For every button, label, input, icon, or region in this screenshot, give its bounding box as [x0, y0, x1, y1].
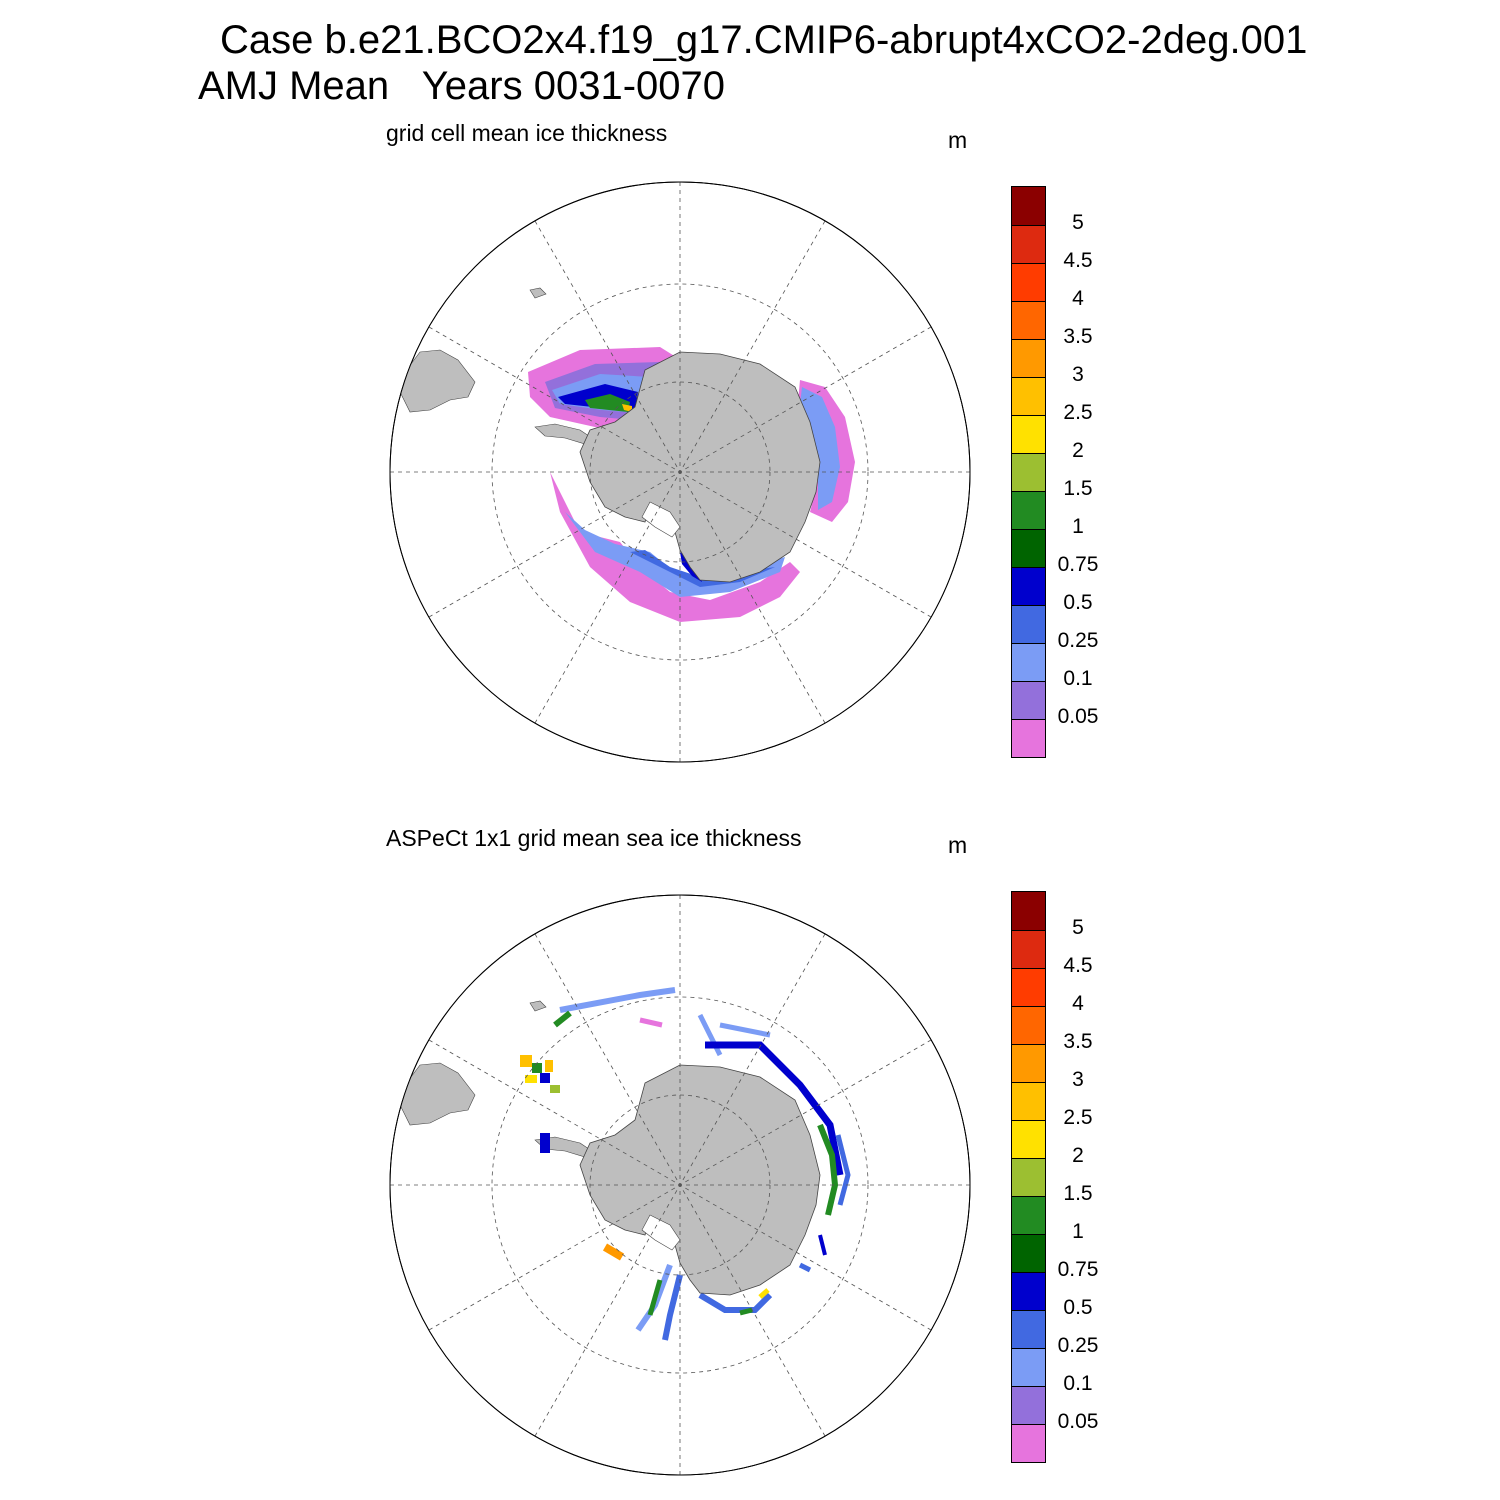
colorbar-swatch: [1012, 1196, 1045, 1234]
colorbar-swatch: [1012, 1310, 1045, 1348]
colorbar-swatch: [1012, 567, 1045, 605]
colorbar-tick-label: 4.5: [1063, 954, 1093, 977]
colorbar-tick-label: 5: [1072, 916, 1084, 939]
case-title: Case b.e21.BCO2x4.f19_g17.CMIP6-abrupt4x…: [220, 18, 1308, 62]
colorbar-swatch: [1012, 187, 1045, 225]
colorbar-tick-label: 0.25: [1057, 1334, 1099, 1357]
colorbar-tick-label: 0.1: [1063, 1372, 1093, 1395]
colorbar-tick-label: 5: [1072, 211, 1084, 234]
colorbar-swatch: [1012, 968, 1045, 1006]
colorbar-tick-label: 1.5: [1063, 1182, 1093, 1205]
colorbar-swatch: [1012, 529, 1045, 567]
colorbar-swatch: [1012, 892, 1045, 930]
colorbar-tick-label: 0.1: [1063, 667, 1093, 690]
colorbar-tick-label: 0.05: [1057, 1410, 1099, 1433]
colorbar-swatch: [1012, 719, 1045, 757]
colorbar-tick-label: 0.5: [1063, 591, 1093, 614]
colorbar-tick-label: 4.5: [1063, 249, 1093, 272]
colorbar-swatch: [1012, 1348, 1045, 1386]
panel2-colorbar: [1011, 891, 1046, 1463]
colorbar-swatch: [1012, 1272, 1045, 1310]
panel2-observations: [520, 987, 851, 1341]
panel2-antarctica: [579, 1064, 821, 1296]
colorbar-swatch: [1012, 1006, 1045, 1044]
colorbar-tick-label: 1.5: [1063, 477, 1093, 500]
colorbar-swatch: [1012, 1158, 1045, 1196]
colorbar-swatch: [1012, 1386, 1045, 1424]
colorbar-swatch: [1012, 415, 1045, 453]
panel1-colorbar: [1011, 186, 1046, 758]
colorbar-swatch: [1012, 491, 1045, 529]
colorbar-tick-label: 2.5: [1063, 1106, 1093, 1129]
panel2-polar-map: [389, 894, 971, 1476]
colorbar-tick-label: 3: [1072, 363, 1084, 386]
colorbar-tick-label: 0.05: [1057, 705, 1099, 728]
colorbar-tick-label: 2: [1072, 1144, 1084, 1167]
colorbar-swatch: [1012, 1424, 1045, 1462]
season-title: AMJ Mean Years 0031-0070: [198, 64, 726, 108]
panel1-unit: m: [948, 127, 968, 153]
colorbar-tick-label: 4: [1072, 287, 1084, 310]
colorbar-tick-label: 2.5: [1063, 401, 1093, 424]
colorbar-tick-label: 1: [1072, 1220, 1084, 1243]
colorbar-swatch: [1012, 1234, 1045, 1272]
colorbar-swatch: [1012, 643, 1045, 681]
colorbar-tick-label: 2: [1072, 439, 1084, 462]
panel1-antarctica: [579, 351, 821, 583]
colorbar-tick-label: 0.75: [1057, 1258, 1099, 1281]
colorbar-swatch: [1012, 339, 1045, 377]
panel2-graticule: [390, 895, 970, 1475]
colorbar-swatch: [1012, 1120, 1045, 1158]
colorbar-tick-label: 1: [1072, 515, 1084, 538]
colorbar-swatch: [1012, 1044, 1045, 1082]
colorbar-swatch: [1012, 1082, 1045, 1120]
panel2-title: ASPeCt 1x1 grid mean sea ice thickness: [386, 825, 802, 851]
colorbar-tick-label: 3: [1072, 1068, 1084, 1091]
colorbar-swatch: [1012, 263, 1045, 301]
colorbar-swatch: [1012, 301, 1045, 339]
panel1-polar-map: [389, 181, 971, 763]
colorbar-swatch: [1012, 225, 1045, 263]
colorbar-tick-label: 0.25: [1057, 629, 1099, 652]
colorbar-tick-label: 3.5: [1063, 1030, 1093, 1053]
colorbar-tick-label: 0.75: [1057, 553, 1099, 576]
colorbar-tick-label: 3.5: [1063, 325, 1093, 348]
colorbar-tick-label: 0.5: [1063, 1296, 1093, 1319]
colorbar-swatch: [1012, 681, 1045, 719]
colorbar-swatch: [1012, 605, 1045, 643]
panel1-title: grid cell mean ice thickness: [386, 120, 668, 146]
colorbar-swatch: [1012, 453, 1045, 491]
colorbar-swatch: [1012, 930, 1045, 968]
colorbar-tick-label: 4: [1072, 992, 1084, 1015]
panel2-unit: m: [948, 832, 968, 858]
colorbar-swatch: [1012, 377, 1045, 415]
panel1-graticule: [390, 182, 970, 762]
